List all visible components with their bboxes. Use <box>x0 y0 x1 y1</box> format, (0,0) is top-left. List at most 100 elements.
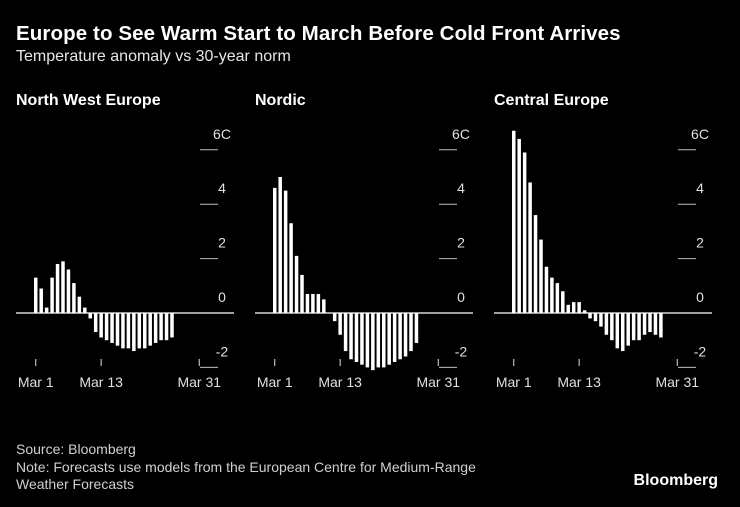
bar <box>278 177 282 313</box>
x-tick-label-mar-13: Mar 13 <box>79 374 123 390</box>
panel-title-nordic: Nordic <box>255 92 306 109</box>
bar <box>403 313 408 357</box>
x-tick-label-mar-1: Mar 1 <box>496 374 532 390</box>
bar <box>137 313 142 349</box>
bar <box>544 266 549 313</box>
bar <box>132 313 136 352</box>
bar <box>539 239 543 313</box>
bar <box>164 313 169 341</box>
bar <box>143 313 147 349</box>
y-tick-label: 0 <box>457 289 465 305</box>
bar <box>159 313 163 341</box>
bar <box>55 264 60 313</box>
bar <box>610 313 614 341</box>
bar <box>517 138 521 313</box>
bar <box>392 313 397 362</box>
bar <box>631 313 636 341</box>
y-tick-label: 2 <box>457 235 465 251</box>
bar <box>615 313 620 349</box>
bar <box>371 313 375 371</box>
chart-central-europe: 6C 4 2 0 -2 Mar 1 Mar 13 Mar 31 <box>494 126 712 390</box>
bar <box>588 313 592 319</box>
bar <box>653 313 658 335</box>
y-tick-label: 6C <box>452 126 470 142</box>
y-tick-label: 6C <box>691 126 709 142</box>
chart-title: Europe to See Warm Start to March Before… <box>16 22 621 45</box>
bar <box>44 307 49 313</box>
bar <box>39 288 43 313</box>
bar <box>561 291 565 313</box>
bar <box>376 313 381 368</box>
bar <box>566 304 570 313</box>
bar <box>528 182 532 313</box>
y-tick-label: 4 <box>696 180 704 196</box>
bar <box>338 313 342 335</box>
bar <box>522 152 527 313</box>
bar <box>571 302 576 313</box>
bar <box>533 215 538 313</box>
bar <box>414 313 419 343</box>
bar <box>316 293 321 313</box>
y-tick-label: -2 <box>455 343 468 359</box>
x-tick-label-mar-31: Mar 31 <box>655 374 699 390</box>
bar <box>360 313 364 365</box>
y-tick-label: 2 <box>218 235 226 251</box>
bar <box>126 313 131 349</box>
bar <box>115 313 120 346</box>
bar <box>300 274 304 313</box>
y-tick-label: 4 <box>457 180 465 196</box>
source-note: Source: Bloomberg <box>16 441 136 457</box>
bar <box>577 302 581 313</box>
bar <box>93 313 98 333</box>
bar <box>637 313 641 341</box>
panel-title-north-west-europe: North West Europe <box>16 92 161 109</box>
bar <box>621 313 625 352</box>
footnote-line-1: Note: Forecasts use models from the Euro… <box>16 459 476 475</box>
bar <box>72 283 76 313</box>
bar <box>512 130 516 313</box>
y-tick-label: 0 <box>696 289 704 305</box>
bar <box>311 293 315 313</box>
bar <box>365 313 370 368</box>
bar <box>398 313 402 360</box>
x-tick-label-mar-13: Mar 13 <box>557 374 601 390</box>
y-tick-label: 0 <box>218 289 226 305</box>
bar <box>83 307 87 313</box>
x-tick-label-mar-13: Mar 13 <box>318 374 362 390</box>
chart-nordic: 6C 4 2 0 -2 Mar 1 Mar 13 Mar 31 <box>255 126 473 390</box>
y-tick-label: -2 <box>216 343 229 359</box>
bar <box>409 313 413 352</box>
bar <box>66 269 71 313</box>
x-tick-label-mar-1: Mar 1 <box>18 374 54 390</box>
bar <box>555 283 560 313</box>
bar <box>34 277 38 313</box>
bar <box>659 313 663 338</box>
x-tick-label-mar-1: Mar 1 <box>257 374 293 390</box>
bar <box>626 313 630 346</box>
y-tick-label: 4 <box>218 180 226 196</box>
y-tick-label: 6C <box>213 126 231 142</box>
bar <box>343 313 348 352</box>
bar <box>305 293 310 313</box>
bar <box>593 313 598 322</box>
bar <box>332 313 337 322</box>
panel-title-central-europe: Central Europe <box>494 92 609 109</box>
bar <box>99 313 103 338</box>
bar <box>642 313 647 335</box>
bar <box>289 223 293 313</box>
bar <box>349 313 353 360</box>
x-tick-label-mar-31: Mar 31 <box>177 374 221 390</box>
bar <box>121 313 125 349</box>
x-tick-label-mar-31: Mar 31 <box>416 374 460 390</box>
bar <box>61 261 65 313</box>
y-tick-label: 2 <box>696 235 704 251</box>
bar <box>170 313 174 338</box>
chart-north-west-europe: 6C 4 2 0 -2 Mar 1 Mar 13 Mar 31 <box>16 126 234 390</box>
y-tick-label: -2 <box>694 343 707 359</box>
bar <box>77 296 82 313</box>
bar <box>273 187 277 313</box>
bar <box>88 313 92 319</box>
bar <box>354 313 359 362</box>
bar <box>148 313 152 346</box>
bar <box>387 313 391 365</box>
